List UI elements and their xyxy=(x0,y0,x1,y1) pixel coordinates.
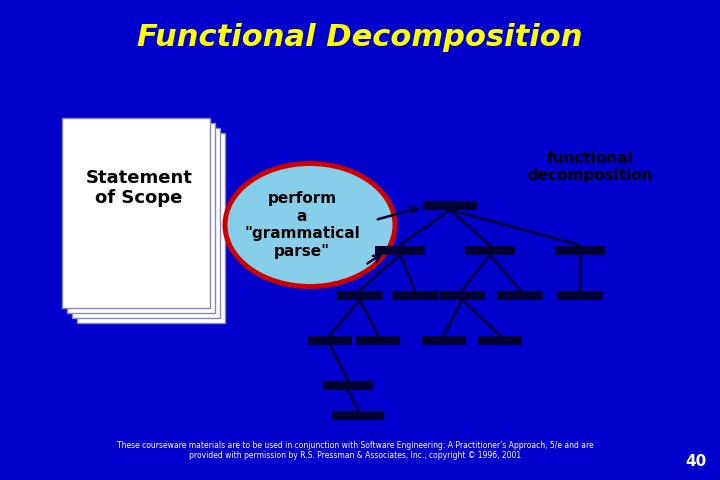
FancyBboxPatch shape xyxy=(423,201,477,209)
FancyBboxPatch shape xyxy=(308,336,352,345)
FancyBboxPatch shape xyxy=(72,128,220,318)
FancyBboxPatch shape xyxy=(555,245,605,254)
Text: 40: 40 xyxy=(685,455,706,469)
Text: provided with permission by R.S. Pressman & Associates, Inc., copyright © 1996, : provided with permission by R.S. Pressma… xyxy=(189,452,521,460)
Text: Functional Decomposition: Functional Decomposition xyxy=(138,24,582,52)
Text: Statement
of Scope: Statement of Scope xyxy=(86,168,192,207)
FancyBboxPatch shape xyxy=(422,336,466,345)
FancyBboxPatch shape xyxy=(332,410,384,420)
FancyBboxPatch shape xyxy=(323,381,373,389)
FancyBboxPatch shape xyxy=(478,336,522,345)
FancyBboxPatch shape xyxy=(67,123,215,313)
FancyBboxPatch shape xyxy=(375,245,425,254)
FancyBboxPatch shape xyxy=(62,118,210,308)
Text: perform
a
"grammatical
parse": perform a "grammatical parse" xyxy=(244,192,360,259)
FancyBboxPatch shape xyxy=(337,290,383,300)
FancyBboxPatch shape xyxy=(465,245,515,254)
FancyBboxPatch shape xyxy=(77,133,225,323)
FancyBboxPatch shape xyxy=(557,290,603,300)
FancyBboxPatch shape xyxy=(439,290,485,300)
Ellipse shape xyxy=(228,166,392,284)
FancyBboxPatch shape xyxy=(392,290,438,300)
Ellipse shape xyxy=(222,161,397,289)
Text: These courseware materials are to be used in conjunction with Software Engineeri: These courseware materials are to be use… xyxy=(117,442,593,451)
Text: functional
decomposition: functional decomposition xyxy=(527,151,653,183)
FancyBboxPatch shape xyxy=(356,336,400,345)
FancyBboxPatch shape xyxy=(497,290,543,300)
